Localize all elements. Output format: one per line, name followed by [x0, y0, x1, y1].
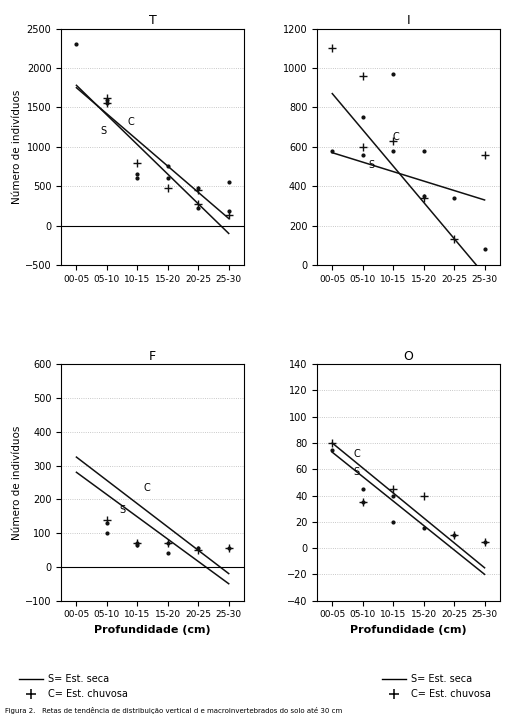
Legend: S= Est. seca, C= Est. chuvosa: S= Est. seca, C= Est. chuvosa	[377, 671, 494, 703]
X-axis label: Profundidade (cm): Profundidade (cm)	[349, 625, 466, 635]
Text: C: C	[353, 448, 359, 458]
Legend: S= Est. seca, C= Est. chuvosa: S= Est. seca, C= Est. chuvosa	[15, 671, 132, 703]
Title: O: O	[403, 350, 413, 363]
Text: S: S	[353, 467, 359, 477]
Title: T: T	[149, 14, 156, 27]
Text: S: S	[368, 159, 374, 169]
Text: S: S	[119, 505, 125, 515]
Text: C: C	[143, 483, 150, 493]
Text: Figura 2.   Retas de tendência de distribuição vertical d e macroinvertebrados d: Figura 2. Retas de tendência de distribu…	[5, 707, 342, 714]
Text: C: C	[392, 132, 399, 142]
X-axis label: Profundidade (cm): Profundidade (cm)	[94, 625, 211, 635]
Y-axis label: Número de indivíduos: Número de indivíduos	[12, 89, 22, 204]
Text: S: S	[101, 126, 107, 136]
Text: C: C	[128, 117, 134, 127]
Title: F: F	[149, 350, 156, 363]
Y-axis label: Número de indivíduos: Número de indivíduos	[12, 425, 22, 540]
Title: I: I	[406, 14, 409, 27]
